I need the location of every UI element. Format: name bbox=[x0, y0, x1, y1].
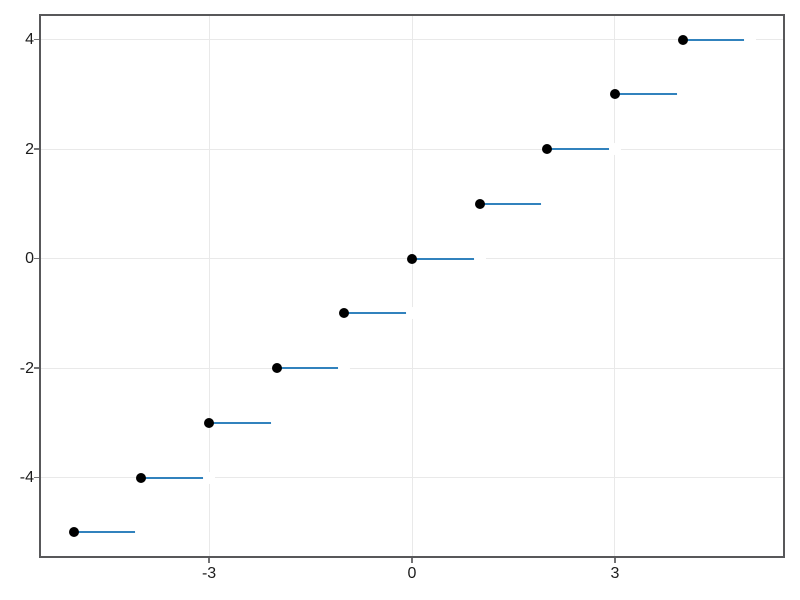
open-point-marker bbox=[541, 197, 554, 210]
step-segment bbox=[547, 148, 615, 151]
open-point-marker bbox=[744, 33, 757, 46]
step-segment bbox=[209, 421, 277, 424]
step-segment bbox=[344, 312, 412, 315]
closed-point-marker bbox=[136, 472, 147, 483]
y-tick-mark bbox=[34, 257, 39, 260]
closed-point-marker bbox=[677, 34, 688, 45]
y-tick-label: 4 bbox=[25, 31, 34, 49]
step-segment bbox=[276, 367, 345, 370]
step-segment bbox=[479, 202, 548, 205]
y-tick-label: 2 bbox=[25, 140, 34, 158]
step-segment bbox=[412, 257, 480, 260]
y-tick-mark bbox=[34, 148, 39, 150]
closed-point-marker bbox=[271, 363, 282, 374]
x-tick-label: 3 bbox=[610, 565, 620, 582]
open-point-marker bbox=[338, 362, 351, 375]
open-point-marker bbox=[203, 471, 216, 484]
x-tick-mark bbox=[614, 558, 616, 563]
step-segment bbox=[682, 38, 751, 41]
y-gridline bbox=[40, 39, 784, 41]
axes-frame bbox=[39, 14, 785, 558]
y-gridline bbox=[40, 477, 784, 479]
x-tick-label: 0 bbox=[407, 565, 417, 582]
y-tick-mark bbox=[34, 476, 39, 479]
x-tick-label: -3 bbox=[201, 565, 217, 582]
y-tick-label: -2 bbox=[19, 359, 34, 377]
closed-point-marker bbox=[542, 144, 553, 155]
step-segment bbox=[73, 531, 142, 534]
open-point-marker bbox=[676, 88, 689, 101]
closed-point-marker bbox=[407, 253, 417, 264]
open-point-marker bbox=[270, 416, 283, 429]
step-segment bbox=[614, 93, 683, 96]
y-tick-mark bbox=[34, 367, 39, 369]
closed-point-marker bbox=[474, 198, 485, 209]
x-tick-mark bbox=[208, 558, 210, 563]
closed-point-marker bbox=[339, 308, 350, 319]
y-tick-label: -4 bbox=[19, 469, 34, 487]
open-point-marker bbox=[406, 307, 418, 320]
x-tick-mark bbox=[411, 558, 413, 563]
y-gridline bbox=[40, 367, 784, 369]
y-gridline bbox=[40, 148, 784, 150]
open-point-marker bbox=[135, 526, 148, 539]
y-tick-label: 0 bbox=[25, 250, 34, 268]
closed-point-marker bbox=[204, 417, 215, 428]
closed-point-marker bbox=[68, 527, 79, 538]
x-gridline bbox=[411, 15, 413, 557]
x-gridline bbox=[208, 15, 210, 557]
open-point-marker bbox=[473, 252, 486, 265]
open-point-marker bbox=[608, 143, 621, 156]
step-segment bbox=[141, 476, 210, 479]
x-gridline bbox=[614, 15, 616, 557]
closed-point-marker bbox=[609, 89, 620, 100]
y-tick-mark bbox=[34, 38, 39, 41]
